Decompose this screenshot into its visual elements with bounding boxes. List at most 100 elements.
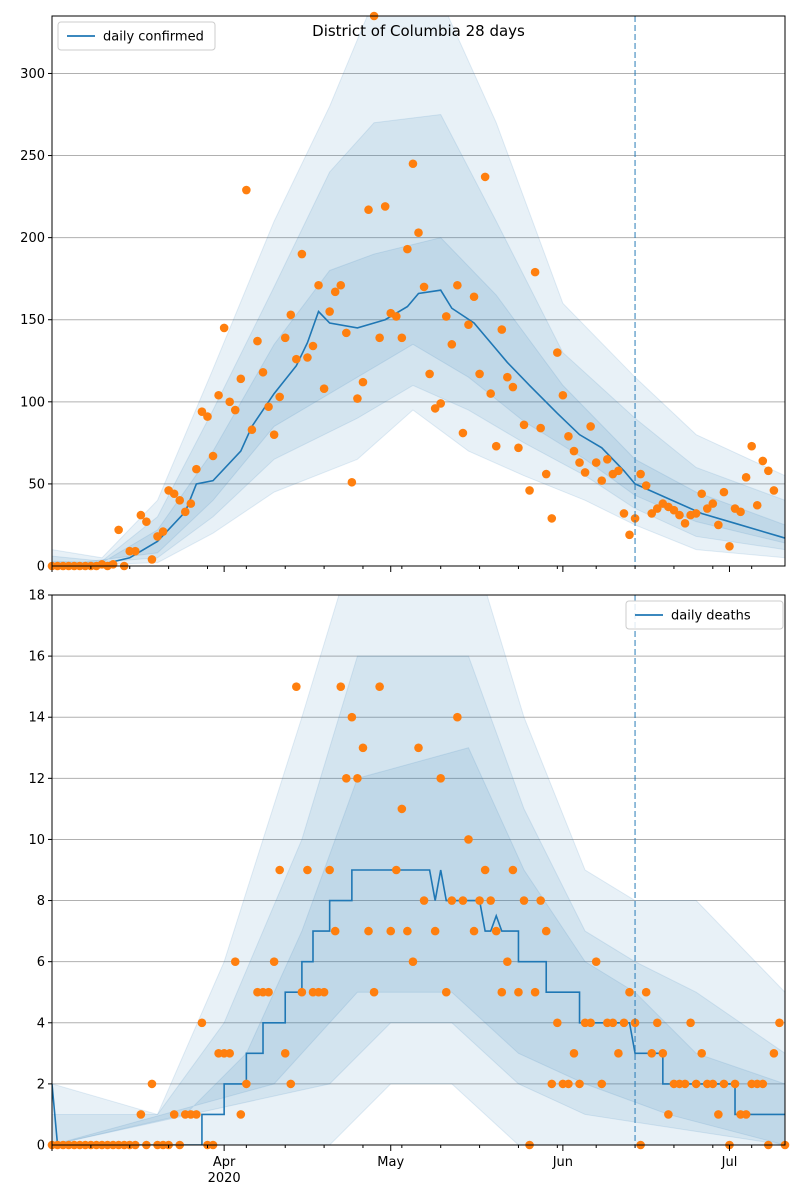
data-point — [519, 896, 529, 905]
data-point — [614, 466, 623, 476]
data-point — [303, 353, 312, 362]
data-point — [264, 987, 273, 997]
data-point — [636, 469, 645, 479]
uncertainty-band — [52, 237, 785, 566]
data-point — [603, 454, 612, 464]
data-point — [514, 443, 523, 453]
data-point — [697, 489, 707, 499]
data-point — [275, 865, 284, 875]
data-point — [680, 1079, 690, 1089]
y-tick-label: 16 — [28, 650, 45, 665]
data-point — [508, 382, 518, 392]
data-point — [591, 458, 601, 467]
data-point — [369, 987, 379, 997]
data-point — [491, 926, 501, 936]
data-point — [569, 446, 579, 456]
data-point — [230, 957, 240, 966]
data-point — [708, 499, 718, 508]
data-point — [480, 172, 490, 182]
data-point — [408, 957, 418, 966]
data-point — [564, 1079, 573, 1089]
data-point — [136, 510, 146, 520]
data-point — [192, 464, 201, 474]
data-point — [697, 1049, 707, 1058]
data-point — [503, 957, 512, 966]
data-point — [297, 987, 307, 997]
data-point — [280, 1049, 290, 1058]
data-point — [419, 896, 429, 905]
data-point — [414, 743, 423, 753]
data-point — [114, 525, 123, 535]
data-point — [691, 1079, 701, 1089]
data-point — [375, 333, 384, 343]
uncertainty-band — [52, 747, 785, 1145]
data-point — [414, 228, 423, 238]
y-tick-label: 200 — [20, 231, 45, 246]
data-point — [641, 481, 651, 490]
data-point — [536, 423, 545, 433]
data-point — [169, 1110, 179, 1119]
x-tick-label: Jul — [721, 1155, 738, 1170]
data-point — [425, 369, 434, 379]
series-line-daily-confirmed — [52, 289, 785, 566]
y-tick-label: 6 — [37, 955, 45, 970]
x-tick-label: May — [377, 1155, 404, 1170]
data-point — [730, 1079, 740, 1089]
data-point — [714, 1110, 723, 1119]
data-point — [497, 325, 507, 334]
data-point — [486, 896, 495, 905]
data-point — [375, 682, 384, 691]
data-point — [741, 473, 751, 482]
data-point — [553, 348, 562, 357]
data-point — [541, 926, 551, 936]
x-year-label: 2020 — [208, 1171, 241, 1186]
data-point — [336, 280, 346, 290]
data-point — [541, 469, 551, 479]
data-point — [397, 804, 407, 814]
deaths-panel: 0 2 4 6 8 10 12 14 16 18 Apr May Jun Jul 2020 daily dea… — [28, 589, 790, 1186]
data-point — [625, 530, 634, 540]
data-point — [292, 354, 301, 364]
plot-frame — [51, 15, 786, 567]
data-point — [325, 307, 334, 316]
data-point — [652, 1018, 662, 1028]
data-point — [286, 1079, 296, 1089]
legend-box — [625, 600, 784, 630]
data-point — [292, 682, 301, 691]
data-point — [530, 267, 540, 277]
data-point — [319, 384, 329, 393]
legend-label: daily confirmed — [103, 30, 204, 45]
data-point — [691, 509, 701, 518]
data-point — [403, 244, 412, 254]
data-point — [147, 1079, 157, 1089]
data-point — [680, 519, 690, 528]
data-point — [658, 1049, 668, 1058]
x-tick-label: Apr — [213, 1155, 236, 1170]
data-point — [342, 328, 351, 338]
y-tick-label: 10 — [28, 833, 45, 848]
plot-area — [52, 16, 785, 566]
data-point — [630, 514, 640, 523]
data-point — [725, 541, 734, 551]
data-point — [458, 896, 468, 905]
data-point — [547, 1079, 557, 1089]
data-point — [142, 517, 151, 526]
data-point — [719, 487, 729, 497]
data-point — [719, 1079, 729, 1089]
data-point — [219, 323, 229, 333]
data-point — [458, 428, 468, 438]
data-point — [503, 372, 512, 382]
y-tick-label: 0 — [37, 560, 45, 575]
data-point — [419, 282, 429, 292]
data-point — [530, 987, 540, 997]
data-point — [436, 399, 446, 408]
data-point — [242, 185, 251, 195]
data-point — [775, 1018, 784, 1028]
data-point — [286, 310, 296, 320]
legend-box — [57, 21, 216, 51]
data-point — [225, 397, 234, 407]
data-point — [386, 926, 396, 936]
data-point — [608, 1018, 618, 1028]
data-point — [347, 712, 357, 722]
